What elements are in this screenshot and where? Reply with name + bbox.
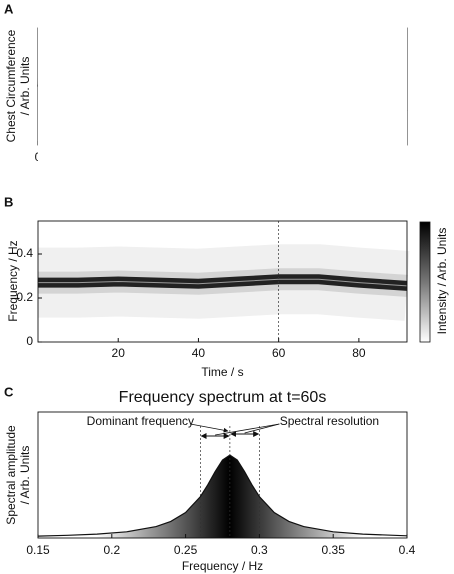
y-axis-label: / Arb. Units [18, 57, 32, 116]
ridge-center [38, 278, 408, 287]
x-tick-label: 0.2 [103, 543, 120, 557]
x-axis-label: Time / s [201, 365, 243, 379]
chart-title: Frequency spectrum at t=60s [119, 389, 327, 406]
annotation: Dominant frequency [87, 414, 194, 428]
y-axis-label: Frequency / Hz [6, 240, 20, 321]
y-tick-label: 0 [26, 334, 33, 348]
x-tick-label: 20 [112, 346, 126, 360]
x-tick-label: 40 [192, 346, 206, 360]
mask-bottom [38, 342, 407, 354]
x-tick-label: 0.35 [322, 543, 346, 557]
x-tick-label: 60 [272, 346, 286, 360]
x-tick-label: 0.15 [26, 543, 50, 557]
y-tick-label: 0.4 [16, 246, 33, 260]
annotation: Spectral resolution [280, 414, 379, 428]
x-tick-label: 0.3 [251, 543, 268, 557]
colorbar [419, 221, 431, 343]
y-axis-label: Spectral amplitude [4, 425, 18, 525]
leader [244, 423, 280, 434]
x-tick-label: 0.25 [174, 543, 198, 557]
y-tick-label: 0.2 [16, 290, 33, 304]
leader [190, 423, 229, 433]
x-tick-label: 80 [352, 346, 366, 360]
plot-frame [37, 411, 408, 539]
mask-top [38, 0, 407, 221]
panel-letter: B [4, 194, 13, 209]
x-axis-label: Frequency / Hz [182, 559, 263, 573]
spectrum-line [37, 454, 408, 537]
panel-letter: C [4, 384, 14, 399]
colorbar-label: Intensity / Arb. Units [435, 228, 449, 335]
leader [215, 423, 280, 436]
y-axis-label: Chest Circumference [4, 29, 18, 142]
y-axis-label: / Arb. Units [18, 446, 32, 505]
panel-letter: A [4, 1, 14, 16]
spectrum-area [38, 455, 407, 538]
plot-frame [37, 220, 408, 343]
x-tick-label: 0.4 [399, 543, 416, 557]
